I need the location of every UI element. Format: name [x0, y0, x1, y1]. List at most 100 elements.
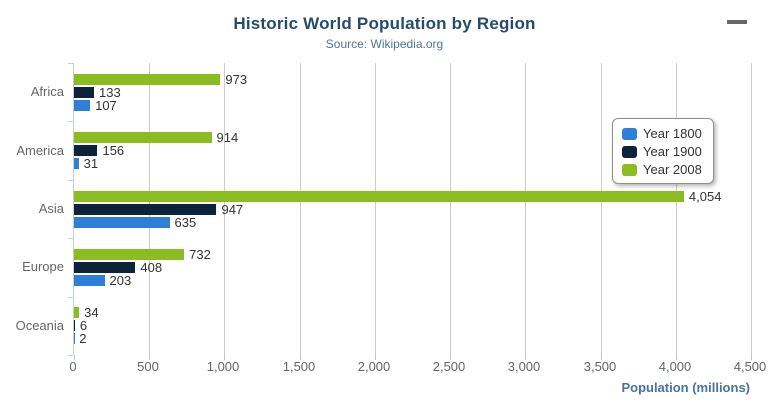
gridline	[676, 63, 677, 355]
bar[interactable]	[74, 87, 94, 98]
bar[interactable]	[74, 307, 80, 318]
value-tick-label: 3,000	[507, 359, 541, 374]
bar-value-label: 156	[102, 143, 125, 158]
legend-item[interactable]: Year 1900	[622, 144, 702, 159]
category-label: Oceania	[15, 318, 64, 333]
bar-value-label: 947	[221, 202, 244, 217]
bar-value-label: 107	[95, 98, 117, 113]
gridline	[450, 63, 451, 355]
legend: Year 1800 Year 1900 Year 2008	[612, 118, 714, 184]
bar[interactable]	[74, 132, 212, 143]
axis-tick	[149, 355, 150, 360]
bar-value-label: 635	[174, 215, 197, 230]
bar-value-label: 973	[225, 72, 248, 87]
value-tick-label: 4,000	[658, 359, 692, 374]
category-label: Asia	[38, 201, 64, 216]
bar[interactable]	[74, 158, 79, 169]
bar-value-label: 732	[189, 247, 211, 262]
bar-value-label: 2	[79, 331, 87, 346]
category-label: Africa	[30, 84, 64, 99]
value-tick-label: 4,500	[733, 359, 767, 374]
gridline	[224, 63, 225, 355]
axis-tick	[601, 355, 602, 360]
gridline	[601, 63, 602, 355]
gridline	[300, 63, 301, 355]
value-tick-label: 3,500	[583, 359, 617, 374]
legend-label: Year 1900	[643, 144, 702, 159]
category-tick	[68, 297, 73, 298]
bar[interactable]	[74, 191, 684, 202]
category-tick	[68, 180, 73, 181]
bar-row: 156	[74, 143, 751, 158]
bar-row: 34	[74, 305, 751, 320]
value-tick-label: 2,000	[357, 359, 391, 374]
axis-tick	[676, 355, 677, 360]
value-tick-label: 2,500	[432, 359, 466, 374]
gridline	[751, 63, 752, 355]
bar[interactable]	[74, 100, 91, 111]
axis-tick	[450, 355, 451, 360]
value-tick-label: 0	[69, 359, 77, 374]
category-label: Europe	[22, 259, 64, 274]
bar-row: 203	[74, 273, 751, 288]
bar[interactable]	[74, 333, 75, 344]
gridline	[375, 63, 376, 355]
bar-row: 914	[74, 130, 751, 145]
bar-row: 408	[74, 260, 751, 275]
legend-items: Year 1800 Year 1900 Year 2008	[622, 126, 702, 177]
category-tick	[68, 238, 73, 239]
bar[interactable]	[74, 262, 136, 273]
bar-value-label: 133	[99, 85, 121, 100]
legend-item[interactable]: Year 1800	[622, 126, 702, 141]
chart-subtitle: Source: Wikipedia.org	[325, 37, 444, 51]
bar[interactable]	[74, 74, 221, 85]
category-tick	[68, 355, 73, 356]
value-tick-label: 500	[137, 359, 159, 374]
value-tick-label: 1,000	[206, 359, 240, 374]
axis-tick	[751, 355, 752, 360]
axis-tick	[375, 355, 376, 360]
bar-value-label: 4,054	[688, 189, 722, 204]
bar-row: 6	[74, 318, 751, 333]
axis-tick	[300, 355, 301, 360]
bar-row: 2	[74, 331, 751, 346]
bar-value-label: 203	[109, 273, 132, 288]
legend-label: Year 1800	[643, 126, 702, 141]
bar-row: 635	[74, 215, 751, 230]
category-tick	[68, 121, 73, 122]
bar-row: 31	[74, 156, 751, 171]
plot-area: 973 133 107 914 156 31 4,054 947 635 732 408 203 34 6…	[68, 63, 752, 360]
value-tick-label: 1,500	[282, 359, 316, 374]
category-label: America	[16, 143, 64, 158]
bar-row: 732	[74, 247, 751, 262]
bar[interactable]	[74, 217, 170, 228]
bar-row: 107	[74, 98, 751, 113]
x-axis-title: Population (millions)	[621, 380, 750, 395]
bar[interactable]	[74, 204, 217, 215]
legend-label: Year 2008	[643, 162, 702, 177]
bar-value-label: 31	[83, 156, 99, 171]
bar-row: 4,054	[74, 189, 751, 204]
bar-row: 133	[74, 85, 751, 100]
bar-value-label: 6	[79, 318, 88, 333]
bar[interactable]	[74, 320, 75, 331]
legend-swatch	[622, 163, 637, 176]
legend-swatch	[622, 127, 637, 140]
bar-row: 973	[74, 72, 751, 87]
chart-title: Historic World Population by Region	[233, 14, 536, 33]
bar[interactable]	[74, 145, 98, 156]
axis-tick	[525, 355, 526, 360]
axis-tick	[224, 355, 225, 360]
legend-swatch	[622, 145, 637, 158]
bar[interactable]	[74, 275, 105, 286]
bar-value-label: 408	[140, 260, 163, 275]
axis-tick	[74, 355, 75, 360]
category-tick	[68, 63, 73, 64]
legend-item[interactable]: Year 2008	[622, 162, 702, 177]
export-menu-button[interactable]	[727, 20, 751, 40]
bar-value-label: 914	[216, 130, 239, 145]
gridline	[525, 63, 526, 355]
bar[interactable]	[74, 249, 185, 260]
bar-row: 947	[74, 202, 751, 217]
